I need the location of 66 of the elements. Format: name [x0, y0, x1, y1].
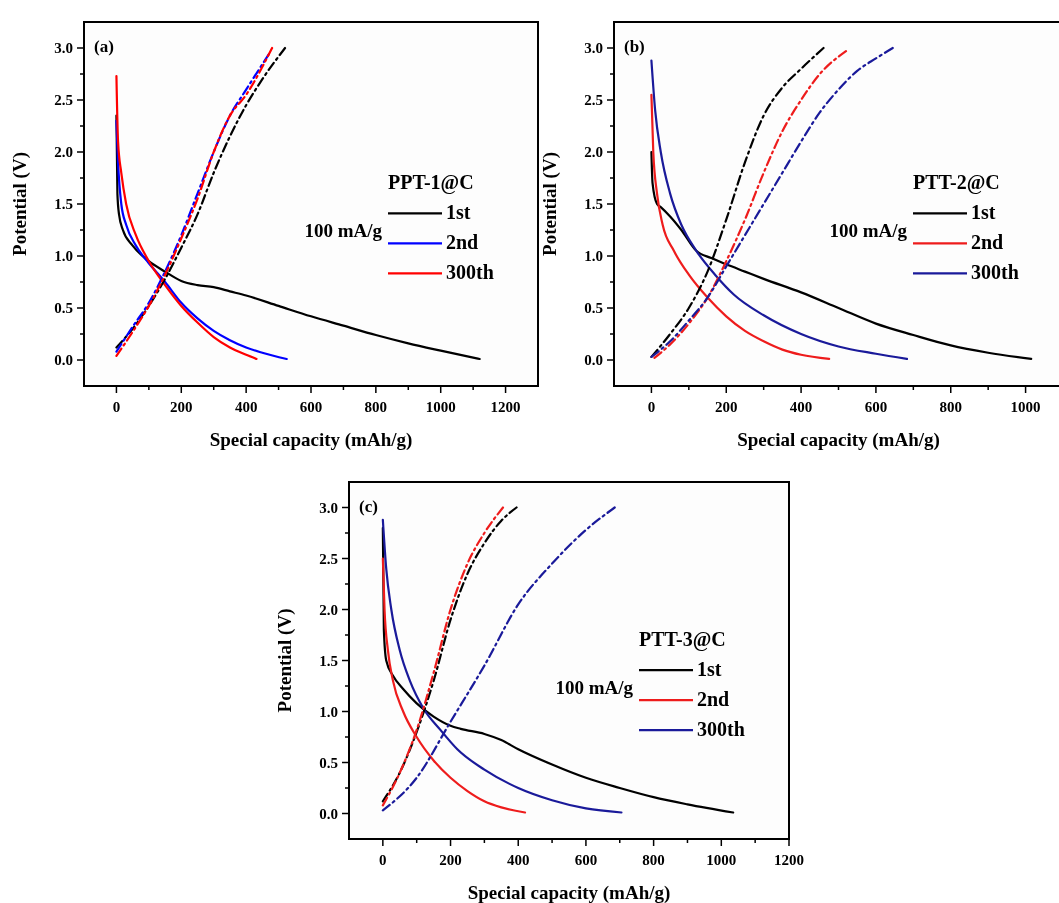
y-tick-label: 2.5	[54, 92, 73, 109]
legend-label: 300th	[697, 718, 745, 741]
y-tick-label: 0.5	[54, 300, 73, 317]
legend-label: 2nd	[697, 688, 730, 711]
x-tick-label: 400	[234, 399, 258, 415]
y-axis-title: Potential (V)	[274, 608, 296, 713]
y-tick-label: 2.0	[319, 601, 338, 618]
y-tick-label: 1.5	[584, 196, 603, 213]
y-tick-label: 0.5	[584, 300, 603, 317]
legend-label: 2nd	[446, 231, 479, 254]
y-tick-label: 2.5	[584, 92, 603, 109]
x-axis-title: Special capacity (mAh/g)	[209, 429, 413, 451]
annotation: (c)	[359, 497, 378, 516]
annotation: (b)	[624, 37, 645, 56]
legend-title: PTT-2@C	[913, 171, 1000, 195]
x-tick-label: 800	[939, 399, 962, 415]
x-axis-title: Special capacity (mAh/g)	[467, 882, 671, 903]
legend-label: 1st	[971, 201, 996, 224]
x-tick-label: 0	[112, 399, 121, 415]
y-axis-title: Potential (V)	[9, 152, 31, 256]
x-tick-label: 200	[439, 852, 462, 868]
x-tick-label: 1000	[425, 399, 456, 415]
x-tick-label: 600	[299, 399, 323, 415]
x-tick-label: 800	[364, 399, 388, 415]
x-tick-label: 400	[506, 852, 530, 868]
x-tick-label: 1000	[1010, 399, 1041, 415]
y-tick-label: 0.5	[319, 754, 338, 771]
y-tick-label: 3.0	[54, 40, 73, 57]
y-tick-label: 1.5	[54, 196, 73, 213]
legend-label: 300th	[446, 261, 494, 284]
legend-label: 2nd	[971, 231, 1004, 254]
legend-label: 1st	[446, 201, 471, 224]
x-tick-label: 600	[864, 399, 888, 415]
y-tick-label: 0.0	[319, 805, 338, 822]
x-tick-label: 1200	[490, 399, 521, 415]
y-tick-label: 1.5	[319, 652, 338, 669]
x-tick-label: 0	[379, 852, 387, 868]
x-tick-label: 200	[715, 399, 738, 415]
y-tick-label: 0.0	[584, 352, 603, 369]
annotation: 100 mA/g	[304, 220, 383, 242]
y-tick-label: 2.5	[319, 550, 338, 567]
y-tick-label: 1.0	[584, 248, 603, 265]
legend-label: 1st	[697, 658, 722, 681]
y-tick-label: 0.0	[54, 352, 73, 369]
y-tick-label: 2.0	[54, 144, 73, 161]
legend-label: 300th	[971, 261, 1019, 284]
x-tick-label: 0	[647, 399, 656, 415]
annotation: 100 mA/g	[555, 677, 634, 699]
y-axis-title: Potential (V)	[539, 152, 561, 256]
y-tick-label: 1.0	[319, 703, 338, 720]
y-tick-label: 1.0	[54, 248, 73, 265]
y-tick-label: 3.0	[319, 499, 338, 516]
x-tick-label: 1000	[706, 852, 737, 868]
legend-title: PTT-3@C	[639, 628, 726, 652]
x-tick-label: 600	[574, 852, 598, 868]
y-tick-label: 2.0	[584, 144, 603, 161]
annotation: (a)	[94, 37, 114, 56]
x-tick-label: 800	[642, 852, 665, 868]
x-tick-label: 200	[170, 399, 193, 415]
annotation: 100 mA/g	[829, 220, 908, 242]
x-tick-label: 1200	[774, 852, 804, 868]
x-axis-title: Special capacity (mAh/g)	[737, 429, 940, 451]
legend-title: PPT-1@C	[388, 171, 474, 195]
x-tick-label: 400	[789, 399, 813, 415]
y-tick-label: 3.0	[584, 40, 603, 57]
line-series	[115, 74, 258, 361]
